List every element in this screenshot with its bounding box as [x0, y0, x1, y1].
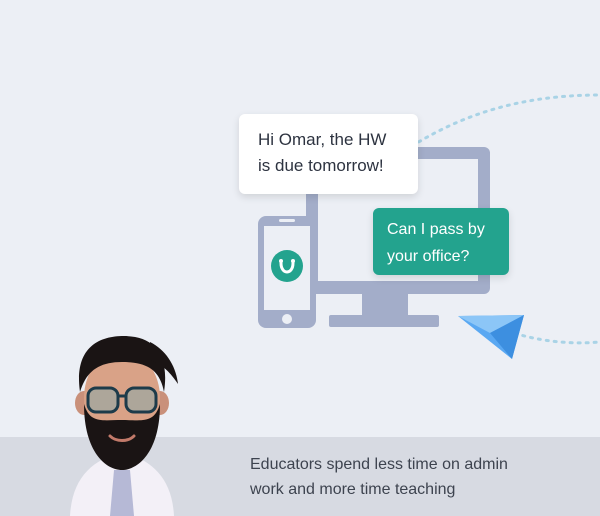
student-reply-line1: Can I pass by — [387, 221, 485, 238]
flight-path-top — [410, 93, 600, 148]
student-reply-bubble: Can I pass by your office? — [373, 208, 509, 275]
teacher-avatar — [70, 336, 178, 516]
caption-line2: work and more time teaching — [250, 481, 456, 498]
caption-line1: Educators spend less time on admin — [250, 456, 508, 473]
teacher-message-line2: is due tomorrow! — [258, 156, 384, 175]
student-reply-line2: your office? — [387, 248, 470, 265]
teacher-message-bubble: Hi Omar, the HW is due tomorrow! — [239, 114, 418, 194]
feature-caption: Educators spend less time on admin work … — [250, 452, 570, 502]
paper-plane-icon — [458, 315, 524, 359]
app-logo-icon — [271, 250, 303, 282]
teacher-message-line1: Hi Omar, the HW — [258, 130, 387, 149]
